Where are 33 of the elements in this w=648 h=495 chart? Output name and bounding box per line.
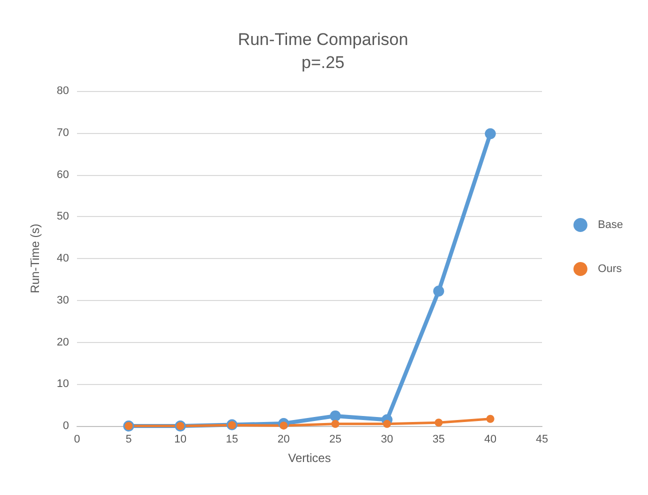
x-tick-label: 30 xyxy=(380,434,394,446)
chart-title: Run-Time Comparison xyxy=(238,30,408,49)
y-tick-label: 10 xyxy=(56,378,69,390)
point xyxy=(280,422,288,430)
x-tick-label: 25 xyxy=(329,434,342,446)
x-tick-label: 10 xyxy=(174,434,186,446)
x-tick-label: 45 xyxy=(536,434,548,446)
y-axis-title: Run-Time (s) xyxy=(28,224,42,294)
point xyxy=(433,286,444,297)
legend-label: Base xyxy=(598,219,624,231)
chart-subtitle: p=.25 xyxy=(301,53,345,72)
point xyxy=(434,418,443,427)
y-tick-label: 80 xyxy=(56,85,69,97)
x-tick-label: 35 xyxy=(432,434,445,446)
point xyxy=(486,414,494,423)
x-axis-title: Vertices xyxy=(288,451,331,465)
x-tick-label: 5 xyxy=(126,434,132,446)
point xyxy=(383,420,391,428)
point xyxy=(330,410,341,422)
point xyxy=(331,420,340,428)
y-tick-label: 20 xyxy=(56,336,69,348)
y-tick-label: 40 xyxy=(56,252,69,264)
x-tick-label: 15 xyxy=(226,434,238,446)
y-tick-label: 70 xyxy=(56,126,69,139)
x-tick-label: 20 xyxy=(278,434,290,446)
y-tick-label: 0 xyxy=(62,420,69,432)
y-tick-label: 30 xyxy=(56,294,69,306)
y-tick-label: 50 xyxy=(56,210,69,223)
legend-label: Ours xyxy=(598,263,622,275)
y-tick-label: 60 xyxy=(56,168,69,181)
x-tick-label: 0 xyxy=(74,434,80,446)
x-tick-label: 40 xyxy=(484,434,496,446)
point xyxy=(484,128,496,140)
